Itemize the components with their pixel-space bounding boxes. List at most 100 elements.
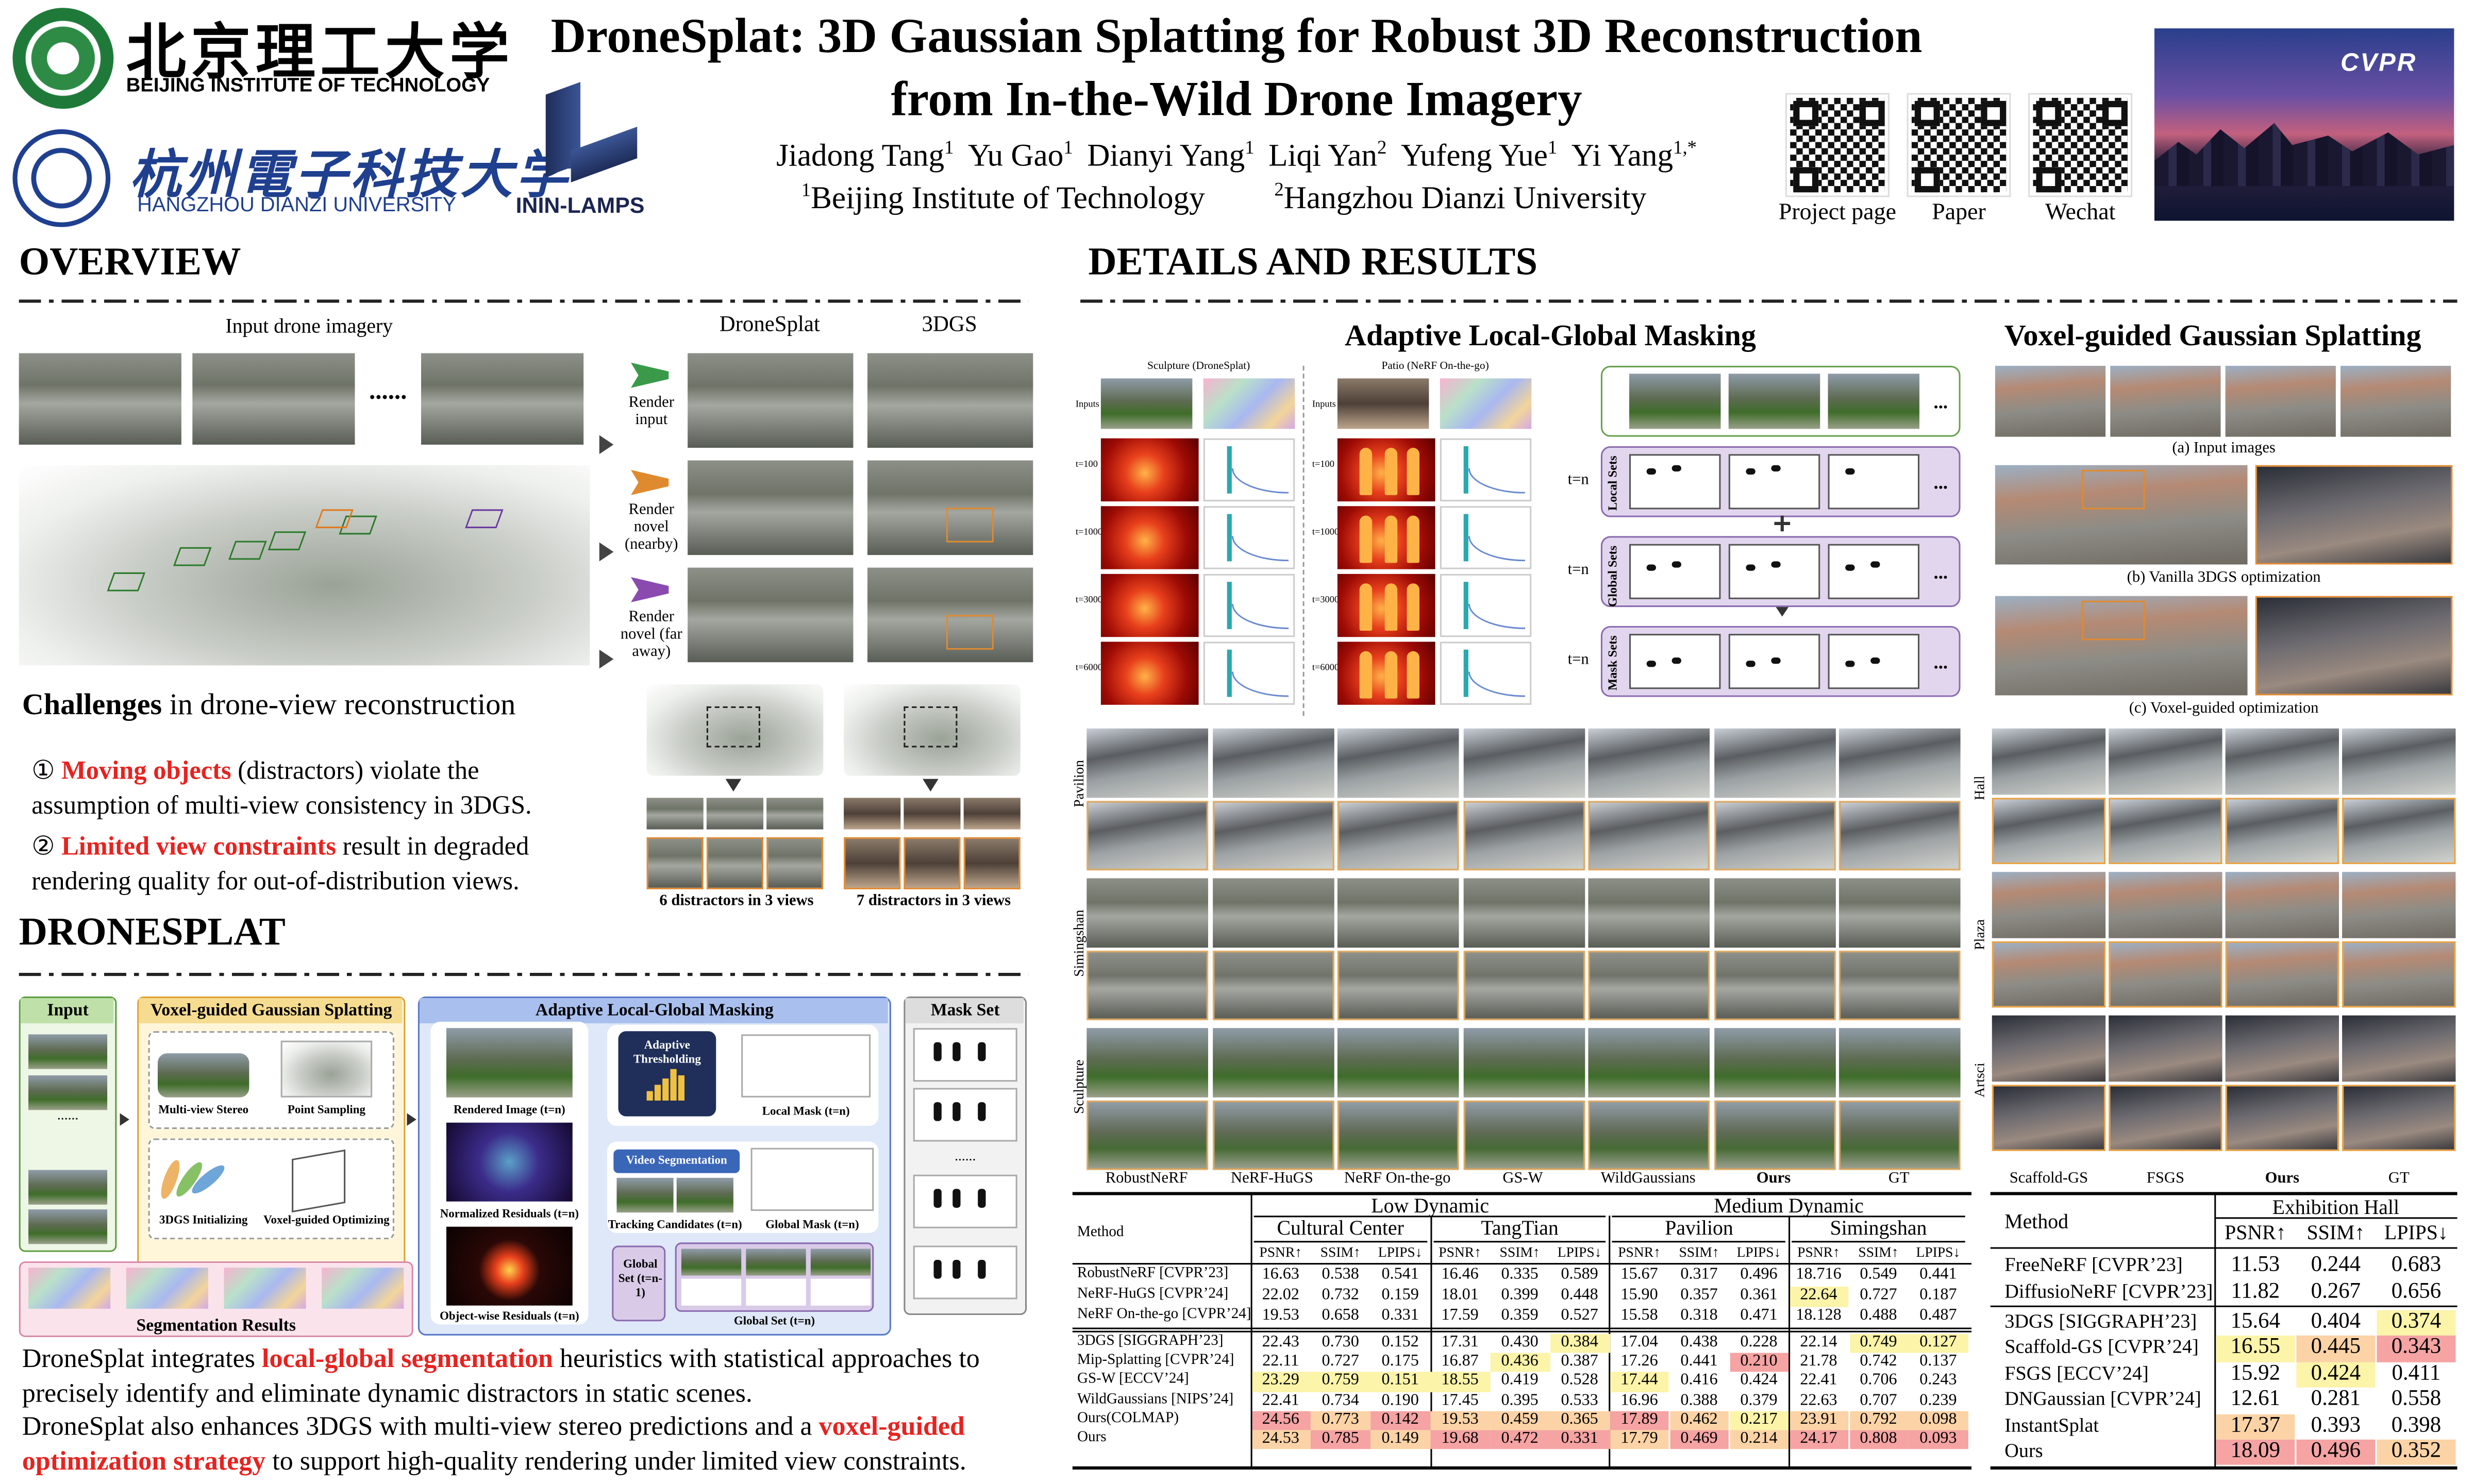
mask-image: [913, 1245, 1017, 1300]
image: [904, 798, 961, 830]
histogram-curve: [1231, 468, 1289, 494]
mask-blob: [978, 1042, 986, 1061]
qr-code: [1785, 93, 1890, 197]
image: [1337, 951, 1459, 1020]
cell-highlight: [1430, 1372, 1490, 1392]
column-label: WildGaussians: [1600, 1170, 1696, 1188]
table-cell: 0.384: [1561, 1334, 1598, 1352]
author-name: Yu Gao: [968, 139, 1064, 174]
histogram-bar: [646, 1091, 653, 1101]
table-cell: 0.441: [1919, 1266, 1957, 1284]
mask-image: [1629, 634, 1721, 689]
histogram-plot: [1203, 506, 1295, 569]
image: [2342, 1085, 2456, 1151]
author-affiliation: 1: [1547, 136, 1558, 159]
image: [963, 798, 1021, 830]
method-name: Mip-Splatting [CVPR’24]: [1077, 1353, 1234, 1369]
author-affiliation: 1: [1063, 136, 1073, 159]
mask-blob: [952, 1259, 961, 1279]
image: [1838, 1100, 1961, 1170]
image: [1212, 951, 1334, 1020]
voxel-cube: [292, 1149, 346, 1213]
table-cell: 0.343: [2391, 1336, 2442, 1360]
table-cell: 0.487: [1919, 1306, 1957, 1324]
table-cell: 0.388: [1680, 1391, 1718, 1409]
table-rule: [1990, 1247, 2458, 1249]
histogram-bar: [678, 1075, 685, 1101]
caption: (b) Vanilla 3DGS optimization: [2127, 569, 2321, 587]
table-cell: 17.26: [1620, 1353, 1658, 1371]
divider: [1302, 365, 1305, 716]
table-rule: [1788, 1216, 1791, 1468]
table-cell: 0.436: [1501, 1353, 1539, 1371]
table-cell: 0.267: [2311, 1279, 2361, 1304]
table-cell: 22.41: [1800, 1372, 1837, 1390]
arrow: [599, 435, 614, 454]
cell-highlight: [1251, 1372, 1311, 1392]
set-label: Local Sets: [1606, 456, 1620, 511]
row-label: t=3000: [1312, 596, 1340, 606]
method-name: InstantSplat: [2004, 1413, 2099, 1436]
table-cell: 0.727: [1322, 1353, 1359, 1371]
mask-blob: [1845, 468, 1855, 475]
global-set-box: Global Set (t=n-1): [612, 1245, 666, 1322]
table-cell: 0.589: [1561, 1266, 1598, 1284]
mask-image: [1728, 634, 1820, 689]
group-header: Medium Dynamic: [1714, 1193, 1864, 1218]
table-cell: 24.53: [1262, 1430, 1299, 1448]
table-cell: 0.734: [1322, 1391, 1359, 1409]
silhouette: [1407, 583, 1419, 631]
authors: Jiadong Tang1 Yu Gao1 Dianyi Yang1 Liqi Yan…: [776, 136, 1697, 175]
mask-image: [1828, 454, 1920, 510]
author-name: Dianyi Yang: [1087, 139, 1245, 174]
table-cell: 0.759: [1322, 1372, 1359, 1390]
arrow: [599, 542, 614, 562]
image: [681, 1249, 742, 1276]
ellipsis: ......: [57, 1107, 79, 1123]
image: [688, 353, 854, 448]
cell-highlight: [1849, 1411, 1909, 1430]
cell-highlight: [1251, 1411, 1311, 1430]
image: [2225, 365, 2336, 437]
render-label: Render novel (far away): [620, 609, 682, 661]
cell-highlight: [1729, 1353, 1789, 1373]
mask-image: [913, 1028, 1017, 1082]
cell-highlight: [1729, 1430, 1789, 1449]
table-header: Method: [1077, 1225, 1124, 1241]
table-cell: 19.53: [1441, 1411, 1479, 1428]
table-cell: 0.773: [1322, 1411, 1359, 1428]
item-highlight: Moving objects: [61, 755, 231, 785]
image: [1100, 574, 1199, 637]
table-cell: 0.404: [2311, 1310, 2361, 1334]
table-cell: 0.151: [1381, 1372, 1419, 1390]
mask-blob: [978, 1102, 986, 1121]
image: [1588, 1028, 1710, 1098]
table-cell: 0.142: [1381, 1411, 1419, 1428]
video-seg-box: Video Segmentation: [613, 1149, 740, 1173]
table-cell: 0.471: [1740, 1306, 1778, 1324]
method-name: DiffusioNeRF [CVPR’23]: [2004, 1279, 2213, 1302]
highlight-text: voxel-guided optimization strategy: [22, 1411, 965, 1476]
table-cell: 0.416: [1680, 1372, 1718, 1390]
silhouette: [1407, 448, 1419, 495]
image: [421, 353, 584, 445]
row-label: t=100: [1075, 460, 1098, 470]
image: [2225, 1085, 2339, 1151]
histogram-bar: [670, 1069, 677, 1101]
mask-image: [810, 1278, 871, 1306]
author-name: Yufeng Yue: [1400, 139, 1548, 174]
metric-header: SSIM↑: [1679, 1244, 1719, 1260]
logo-text: 北京理工大学: [126, 20, 514, 87]
metric-header: LPIPS↓: [1378, 1244, 1423, 1260]
image: [1212, 878, 1334, 948]
cell-highlight: [2296, 1336, 2376, 1362]
image: [158, 1053, 249, 1098]
panel-header: [20, 998, 114, 1023]
table-cell: 0.210: [1740, 1353, 1778, 1371]
mask-blob: [933, 1259, 942, 1279]
table-cell: 0.448: [1561, 1286, 1598, 1304]
camera-icon: [631, 362, 669, 388]
image: [1463, 728, 1584, 798]
diagram-label: Normalized Residuals (t=n): [440, 1206, 579, 1221]
table-cell: 16.55: [2230, 1336, 2280, 1360]
